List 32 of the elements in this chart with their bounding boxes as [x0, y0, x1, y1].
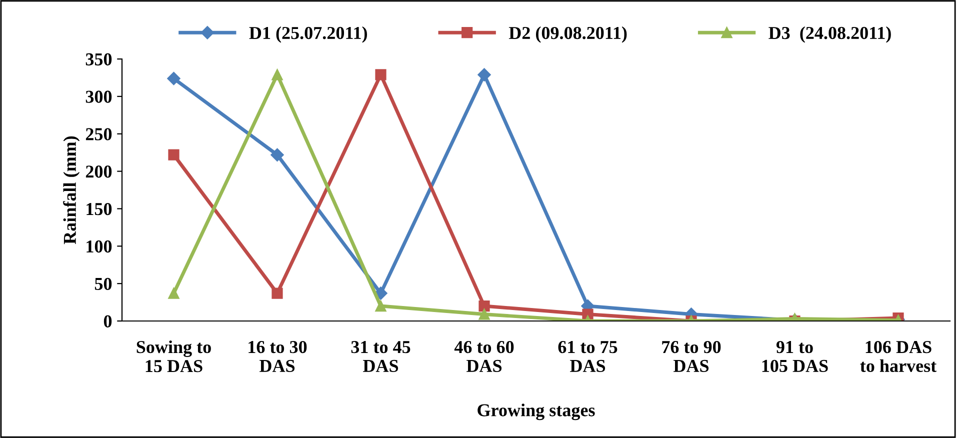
- y-tick-label: 250: [86, 128, 112, 140]
- point: [272, 69, 283, 80]
- y-tick-label: 300: [86, 90, 112, 103]
- x-tick-label: 16 to 30 DAS: [248, 340, 307, 372]
- x-tick-label: 61 to 75 DAS: [558, 341, 618, 372]
- point: [375, 300, 386, 312]
- y-tick-label: 200: [86, 166, 112, 178]
- x-tick-label: 31 to 45 DAS: [351, 341, 410, 372]
- y-tick-label: 100: [86, 240, 112, 253]
- legend-label: D3 (24.08.2011): [768, 26, 891, 43]
- y-tick-label: 0: [104, 315, 112, 328]
- point: [478, 308, 490, 320]
- x-tick-label: 76 to 90 DAS: [662, 340, 721, 372]
- y-tick-label: 150: [86, 202, 112, 216]
- x-tick-label: 106 DAS to harvest: [860, 340, 937, 372]
- legend-label: D2 (09.08.2011): [508, 26, 627, 43]
- point: [478, 68, 491, 82]
- point: [167, 72, 180, 86]
- point: [375, 69, 386, 80]
- point: [168, 149, 180, 160]
- y-tick-label: 350: [86, 53, 112, 66]
- legend-label: D1 (25.07.2011): [249, 26, 367, 43]
- x-tick-label: 46 to 60 DAS: [454, 340, 514, 372]
- point: [272, 288, 283, 299]
- x-axis-title: Growing stages: [478, 404, 595, 420]
- point: [478, 300, 490, 312]
- y-axis-title: Rainfall (mm): [63, 136, 80, 244]
- y-tick-label: 50: [94, 278, 112, 290]
- x-tick-label: 91 to 105 DAS: [762, 341, 828, 372]
- point: [270, 148, 284, 162]
- point: [168, 288, 180, 299]
- x-tick-label: Sowing to 15 DAS: [136, 340, 211, 372]
